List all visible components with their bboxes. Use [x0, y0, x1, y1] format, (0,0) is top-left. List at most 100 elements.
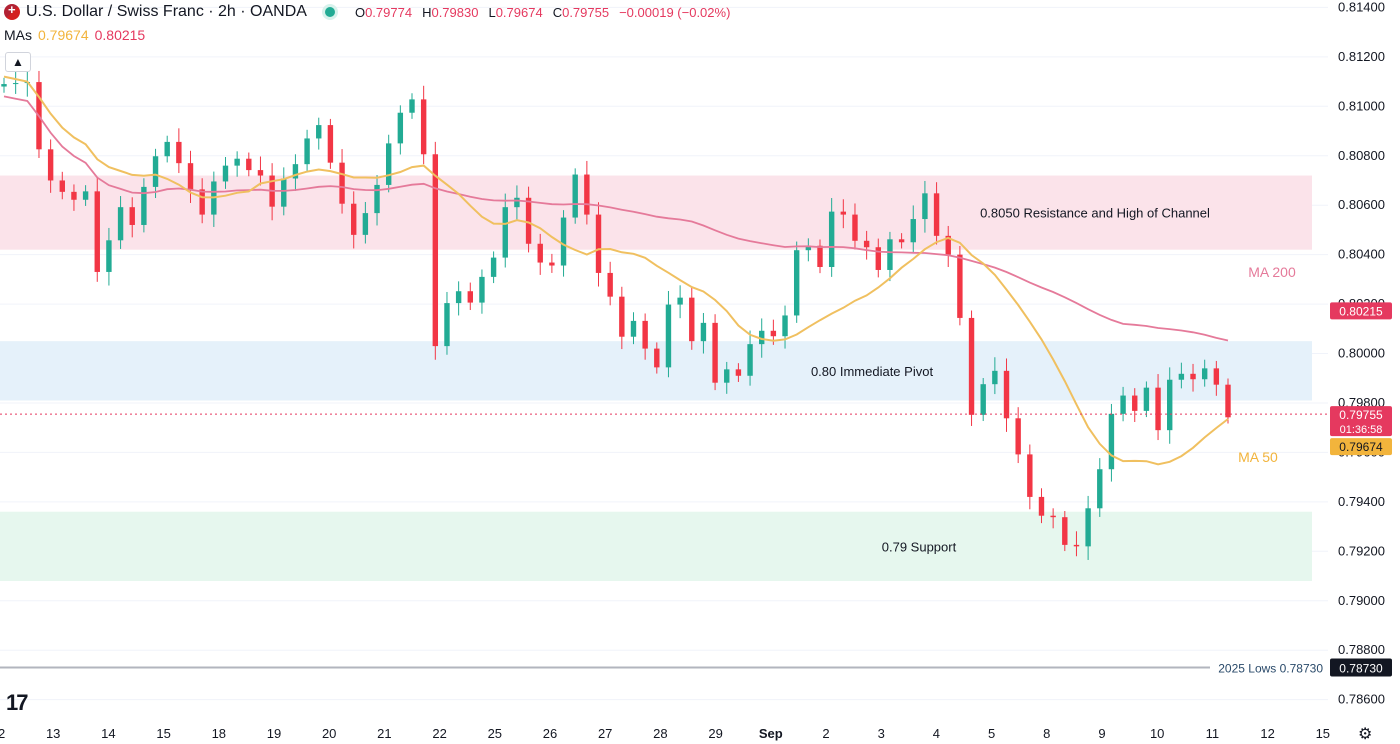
- candle-body[interactable]: [793, 250, 800, 316]
- candle-body[interactable]: [71, 191, 77, 200]
- candle-body[interactable]: [1190, 373, 1196, 380]
- candle-body[interactable]: [327, 125, 334, 163]
- candle-body[interactable]: [351, 203, 357, 235]
- candle-body[interactable]: [957, 254, 963, 318]
- candle-body[interactable]: [199, 189, 205, 215]
- candle-body[interactable]: [164, 141, 170, 157]
- candle-body[interactable]: [1143, 387, 1150, 411]
- candle-body[interactable]: [1108, 413, 1115, 470]
- mas-legend[interactable]: MAs 0.79674 0.80215: [4, 27, 145, 43]
- candle-body[interactable]: [968, 317, 975, 415]
- candle-body[interactable]: [887, 239, 893, 270]
- candle-body[interactable]: [724, 369, 730, 383]
- candle-body[interactable]: [945, 235, 951, 255]
- candle-body[interactable]: [479, 276, 485, 303]
- candle-body[interactable]: [1015, 418, 1021, 455]
- candle-body[interactable]: [980, 384, 986, 415]
- candle-body[interactable]: [467, 291, 473, 303]
- candle-body[interactable]: [59, 180, 65, 192]
- candle-body[interactable]: [257, 170, 264, 176]
- candle-body[interactable]: [106, 240, 112, 272]
- candle-body[interactable]: [1003, 370, 1010, 419]
- candle-body[interactable]: [747, 344, 753, 376]
- candle-body[interactable]: [619, 296, 625, 337]
- candle-body[interactable]: [665, 304, 672, 368]
- candle-body[interactable]: [875, 247, 881, 270]
- candle-body[interactable]: [455, 291, 462, 304]
- candle-body[interactable]: [782, 315, 788, 337]
- candle-body[interactable]: [572, 174, 578, 218]
- candle-body[interactable]: [304, 138, 310, 165]
- candle-body[interactable]: [700, 322, 707, 342]
- candle-body[interactable]: [537, 243, 543, 263]
- candle-body[interactable]: [444, 303, 450, 347]
- candle-body[interactable]: [502, 207, 508, 258]
- candle-body[interactable]: [292, 164, 299, 179]
- candle-body[interactable]: [933, 193, 940, 236]
- candle-body[interactable]: [992, 370, 998, 385]
- tradingview-logo-icon[interactable]: 17: [6, 690, 29, 715]
- candle-body[interactable]: [397, 112, 404, 144]
- candle-body[interactable]: [817, 245, 823, 267]
- candle-body[interactable]: [129, 207, 135, 225]
- candle-body[interactable]: [1225, 384, 1231, 418]
- candle-body[interactable]: [222, 165, 229, 182]
- candle-body[interactable]: [514, 197, 520, 208]
- candle-body[interactable]: [1167, 379, 1173, 431]
- candle-body[interactable]: [525, 197, 532, 244]
- candle-body[interactable]: [432, 154, 439, 347]
- gear-icon[interactable]: ⚙: [1358, 726, 1373, 743]
- candle-body[interactable]: [1155, 387, 1161, 431]
- candle-body[interactable]: [922, 193, 928, 220]
- candle-body[interactable]: [1120, 395, 1126, 414]
- candle-body[interactable]: [840, 211, 847, 215]
- candle-body[interactable]: [1027, 454, 1033, 497]
- candle-body[interactable]: [1050, 515, 1056, 518]
- candle-body[interactable]: [1073, 544, 1080, 547]
- candle-body[interactable]: [607, 272, 613, 297]
- candle-body[interactable]: [1097, 469, 1103, 509]
- candle-body[interactable]: [362, 213, 369, 235]
- candle-body[interactable]: [759, 330, 765, 345]
- candle-body[interactable]: [549, 262, 555, 266]
- candle-body[interactable]: [584, 174, 590, 215]
- candle-body[interactable]: [898, 239, 905, 243]
- candle-body[interactable]: [1132, 395, 1138, 411]
- candle-body[interactable]: [409, 99, 415, 113]
- candle-body[interactable]: [420, 99, 427, 155]
- candle-body[interactable]: [490, 257, 497, 277]
- candle-body[interactable]: [339, 162, 345, 204]
- candle-body[interactable]: [1178, 373, 1185, 380]
- candle-body[interactable]: [863, 240, 870, 248]
- candle-body[interactable]: [374, 184, 380, 214]
- candle-body[interactable]: [1201, 368, 1208, 380]
- symbol-title[interactable]: U.S. Dollar / Swiss Franc · 2h · OANDA: [26, 3, 307, 20]
- candle-body[interactable]: [689, 297, 695, 342]
- candle-body[interactable]: [12, 83, 19, 85]
- candle-body[interactable]: [770, 330, 777, 337]
- candle-body[interactable]: [735, 369, 742, 376]
- candle-body[interactable]: [47, 149, 54, 181]
- candle-body[interactable]: [654, 348, 660, 368]
- candle-body[interactable]: [630, 320, 637, 337]
- candle-body[interactable]: [94, 191, 100, 272]
- candle-body[interactable]: [642, 320, 648, 349]
- candle-body[interactable]: [1213, 368, 1220, 385]
- candle-body[interactable]: [1062, 517, 1068, 545]
- candle-body[interactable]: [187, 163, 194, 190]
- candle-body[interactable]: [677, 297, 683, 305]
- candle-body[interactable]: [805, 245, 812, 251]
- candle-body[interactable]: [560, 217, 567, 266]
- candle-body[interactable]: [141, 186, 147, 225]
- candle-body[interactable]: [595, 214, 602, 273]
- candle-body[interactable]: [712, 322, 718, 383]
- candle-body[interactable]: [385, 143, 392, 185]
- candle-body[interactable]: [234, 158, 240, 166]
- candle-body[interactable]: [828, 211, 835, 267]
- candle-body[interactable]: [910, 219, 916, 243]
- candle-body[interactable]: [1, 84, 7, 87]
- candle-body[interactable]: [152, 156, 159, 187]
- candle-body[interactable]: [82, 191, 89, 200]
